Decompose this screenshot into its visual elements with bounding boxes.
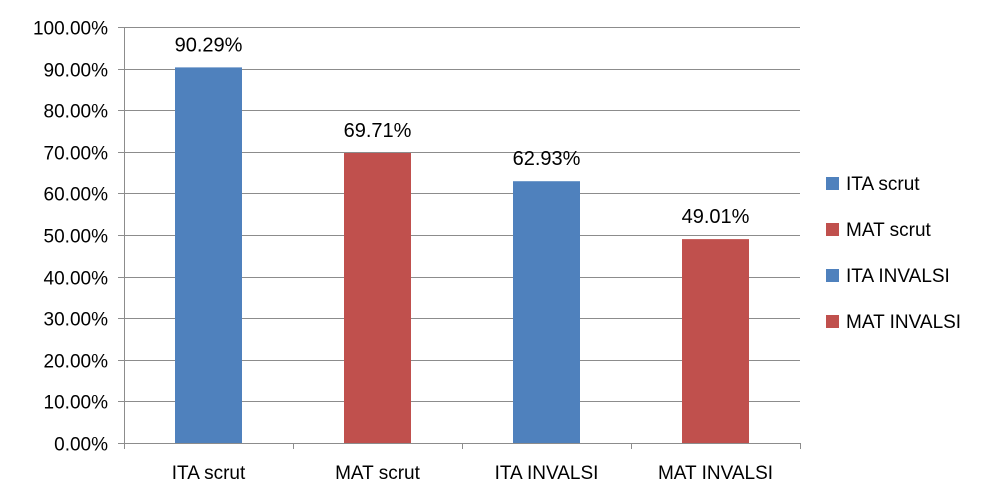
bar [175,67,242,443]
legend-label: MAT INVALSI [846,312,961,333]
legend-swatch [826,315,839,328]
x-category-label: MAT scrut [335,463,421,484]
x-category-label: ITA scrut [172,463,246,484]
legend-entry: MAT scrut [826,220,932,241]
y-tick-label: 0.00% [54,435,108,456]
data-label: 69.71% [344,120,412,142]
y-tick-label: 50.00% [44,227,109,248]
x-category-label: MAT INVALSI [658,463,773,484]
bar [513,181,580,444]
legend-swatch [826,269,839,282]
legend-label: ITA scrut [846,174,920,195]
bars [175,67,749,444]
data-label: 90.29% [175,34,243,56]
data-label: 62.93% [513,148,581,170]
y-tick-label: 80.00% [44,102,109,123]
y-tick-label: 10.00% [44,393,109,414]
bar [344,153,411,443]
y-tick-label: 70.00% [44,144,109,165]
legend-entry: ITA scrut [826,174,920,195]
x-axis-category-labels: ITA scrut MAT scrut ITA INVALSI MAT INVALSI [172,463,773,484]
y-axis-tick-labels: 0.00% 10.00% 20.00% 30.00% 40.00% 50.00% 60.00… [33,19,108,456]
data-labels: 90.29% 69.71% 62.93% 49.01% [175,34,750,228]
y-tick-label: 60.00% [44,185,109,206]
y-tick-label: 100.00% [33,19,108,40]
y-tick-label: 40.00% [44,269,109,290]
y-tick-label: 30.00% [44,310,109,331]
axes [118,27,801,449]
data-label: 49.01% [682,206,750,228]
legend-label: MAT scrut [846,220,932,241]
bar [682,239,749,443]
legend: ITA scrut MAT scrut ITA INVALSI MAT INVALSI [826,174,961,333]
legend-entry: MAT INVALSI [826,312,961,333]
legend-swatch [826,223,839,236]
y-tick-label: 20.00% [44,352,109,373]
legend-entry: ITA INVALSI [826,266,950,287]
legend-swatch [826,177,839,190]
y-tick-label: 90.00% [44,61,109,82]
legend-label: ITA INVALSI [846,266,950,287]
x-category-label: ITA INVALSI [495,463,599,484]
